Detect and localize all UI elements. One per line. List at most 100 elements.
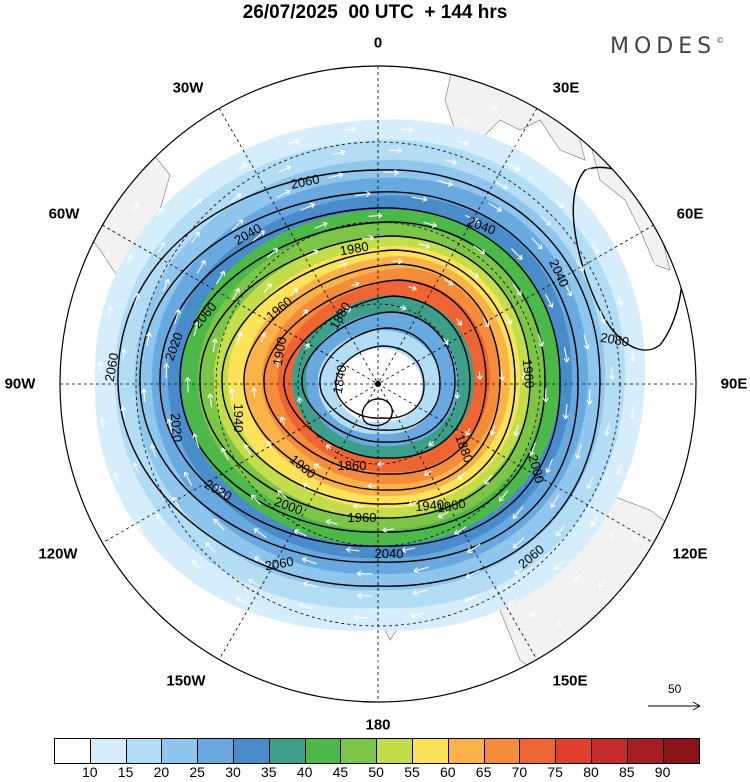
wind-arrow [583,334,590,350]
wind-arrow [540,131,548,137]
wind-arrow [172,496,181,509]
colorbar-tick-label: 10 [82,764,98,780]
wind-arrow [634,478,641,489]
wind-arrow [149,444,157,458]
colorbar-swatch [627,739,664,763]
wind-arrow [237,163,248,171]
wind-arrow [113,526,119,534]
contour-1940 [243,263,501,491]
wind-arrow [162,278,170,292]
lon-label-150e: 150E [552,672,588,690]
lon-label-180: 180 [365,716,391,734]
colorbar-tick-label: 55 [404,764,420,780]
wind-arrow [629,407,636,420]
brand-name: MODES [610,34,717,59]
wind-arrow [575,443,582,459]
wind-arrow [408,285,417,291]
wind-arrow [378,81,387,87]
wind-arrow [413,566,429,574]
wind-arrow [304,342,310,350]
wind-arrow [107,306,113,317]
contour-label: 1960 [348,510,377,525]
colorbar-tick-label: 90 [654,764,671,780]
wind-arrow [482,318,490,328]
wind-arrow [183,471,193,486]
wind-arrow [369,659,380,665]
wind-arrow [425,654,436,661]
wind-arrow [586,476,594,490]
wind-arrow [443,338,449,345]
wind-arrow [260,635,271,641]
contour-1840 [335,345,425,419]
wind-arrow [298,602,313,610]
colorbar-swatch [484,739,521,763]
wind-arrow [667,313,674,322]
wind-arrow [205,542,216,553]
wind-arrow [383,169,399,176]
wind-arrow [550,494,560,508]
wind-arrow [428,441,435,447]
wind-arrow [632,534,639,542]
brand-logo: MODES© [610,34,724,59]
wind-arrow [437,180,453,187]
wind-arrow [609,366,615,380]
wind-arrow [521,367,527,380]
colorbar-swatch [126,739,163,763]
wind-arrow [266,101,275,107]
wind-arrow [313,652,325,659]
wind-arrow [598,580,605,588]
wind-arrow [97,361,104,372]
pole-marker [375,381,381,387]
wind-arrow [287,622,299,628]
wind-arrow [412,589,428,596]
lon-label-60w: 60W [48,205,80,223]
wind-arrow [253,528,267,539]
wind-arrow [596,211,604,221]
wind-arrow [423,221,437,228]
wind-arrow [213,518,225,531]
wind-arrow [99,418,106,429]
contour-label: 1840 [330,364,350,395]
wind-arrow [629,350,636,362]
wind-arrow [399,304,407,311]
wind-arrow [75,361,82,370]
wind-arrow [531,237,543,250]
wind-arrow [529,610,539,618]
wind-arrow [345,547,360,553]
wind-arrow [512,506,524,520]
reference-vector-label: 50 [668,682,682,696]
lon-label-150w: 150W [166,672,206,690]
colorbar-tick-label: 40 [296,764,313,780]
colorbar-swatch [591,739,628,763]
wind-arrow [314,221,328,229]
wind-arrow [542,388,549,403]
wind-arrow [418,243,431,249]
colorbar-swatch [377,739,413,763]
wind-arrow [191,560,202,570]
wind-arrow [465,595,478,603]
wind-arrow [401,126,414,133]
wind-arrow [557,171,566,179]
wind-arrow [368,212,383,219]
contour-label: 1980 [339,239,370,259]
wind-arrow [563,282,573,297]
wind-arrow [157,514,165,525]
wind-arrow [388,147,402,154]
wind-arrow [215,270,225,285]
wind-arrow [397,680,407,686]
contour-label: 1860 [338,458,367,473]
colorbar-tick-label: 35 [261,764,277,780]
wind-arrow [649,424,656,435]
wind-arrow [498,490,509,502]
wind-arrow [423,470,432,476]
wind-arrow [512,537,525,549]
wind-arrow [392,258,403,265]
wind-arrow [650,259,656,268]
wind-arrow [134,293,140,305]
wind-arrow [90,473,96,482]
wind-arrow [347,104,359,110]
wind-arrow [137,523,144,533]
wind-arrow [505,313,513,325]
wind-arrow [454,526,467,535]
